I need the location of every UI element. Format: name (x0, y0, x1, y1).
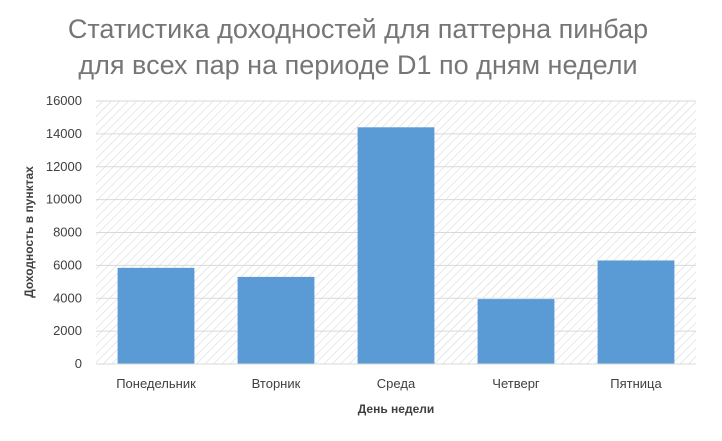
chart-title-line-1: Статистика доходностей для паттерна пинб… (68, 14, 648, 44)
x-axis-title: День недели (358, 402, 435, 416)
y-tick-label: 16000 (46, 93, 82, 108)
x-tick-label: Среда (377, 376, 416, 391)
y-axis-tick-labels: 0 2000 4000 6000 8000 10000 12000 14000 16000 (46, 93, 82, 371)
bar-4 (477, 299, 555, 364)
y-tick-label: 12000 (46, 159, 82, 174)
x-tick-label: Четверг (492, 376, 540, 391)
y-tick-label: 0 (75, 356, 82, 371)
y-tick-label: 6000 (53, 257, 82, 272)
x-axis-tick-labels: Понедельник Вторник Среда Четверг Пятница (116, 376, 662, 391)
bars (117, 127, 675, 364)
y-axis-title: Доходность в пунктах (22, 166, 36, 298)
chart-title-line-2: для всех пар на периоде D1 по дням недел… (78, 50, 637, 80)
y-tick-label: 2000 (53, 323, 82, 338)
bar-2 (237, 276, 315, 364)
y-tick-label: 4000 (53, 290, 82, 305)
x-tick-label: Пятница (610, 376, 662, 391)
y-tick-label: 8000 (53, 225, 82, 240)
bar-5 (597, 260, 675, 364)
x-tick-label: Вторник (252, 376, 301, 391)
y-tick-label: 10000 (46, 192, 82, 207)
bar-3 (357, 127, 435, 364)
bar-1 (117, 267, 195, 364)
x-tick-label: Понедельник (116, 376, 196, 391)
y-tick-label: 14000 (46, 126, 82, 141)
